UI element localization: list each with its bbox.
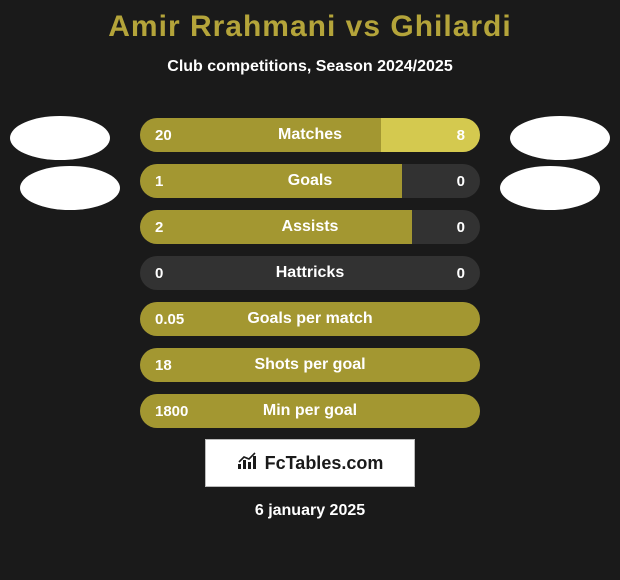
stat-row: Goals1 0 xyxy=(0,164,620,198)
stat-label: Goals per match xyxy=(140,302,480,336)
stat-row: Hattricks0 0 xyxy=(0,256,620,290)
stat-value-right: 0 xyxy=(457,164,465,198)
stat-value-right: 0 xyxy=(457,210,465,244)
stat-row: Matches20 8 xyxy=(0,118,620,152)
chart-title: Amir Rrahmani vs Ghilardi xyxy=(0,0,620,44)
stat-label: Hattricks xyxy=(140,256,480,290)
stat-row: Min per goal1800 xyxy=(0,394,620,428)
stat-value-left: 1 xyxy=(155,164,163,198)
stat-value-left: 20 xyxy=(155,118,172,152)
stat-row: Shots per goal18 xyxy=(0,348,620,382)
stat-value-right: 8 xyxy=(457,118,465,152)
stat-row: Goals per match0.05 xyxy=(0,302,620,336)
stat-label: Shots per goal xyxy=(140,348,480,382)
chart-date: 6 january 2025 xyxy=(0,502,620,520)
chart-icon xyxy=(237,452,259,475)
watermark-text: FcTables.com xyxy=(265,453,384,474)
stat-label: Matches xyxy=(140,118,480,152)
stat-label: Min per goal xyxy=(140,394,480,428)
stat-label: Assists xyxy=(140,210,480,244)
watermark: FcTables.com xyxy=(205,439,415,487)
stat-value-left: 2 xyxy=(155,210,163,244)
bars-area: Matches208Goals10Assists20Hattricks00Goa… xyxy=(0,118,620,440)
stat-value-left: 1800 xyxy=(155,394,188,428)
stat-value-left: 0.05 xyxy=(155,302,184,336)
chart-subtitle: Club competitions, Season 2024/2025 xyxy=(0,58,620,76)
stat-value-left: 0 xyxy=(155,256,163,290)
chart-container: Amir Rrahmani vs Ghilardi Club competiti… xyxy=(0,0,620,580)
stat-value-right: 0 xyxy=(457,256,465,290)
stat-row: Assists2 0 xyxy=(0,210,620,244)
stat-label: Goals xyxy=(140,164,480,198)
stat-value-left: 18 xyxy=(155,348,172,382)
